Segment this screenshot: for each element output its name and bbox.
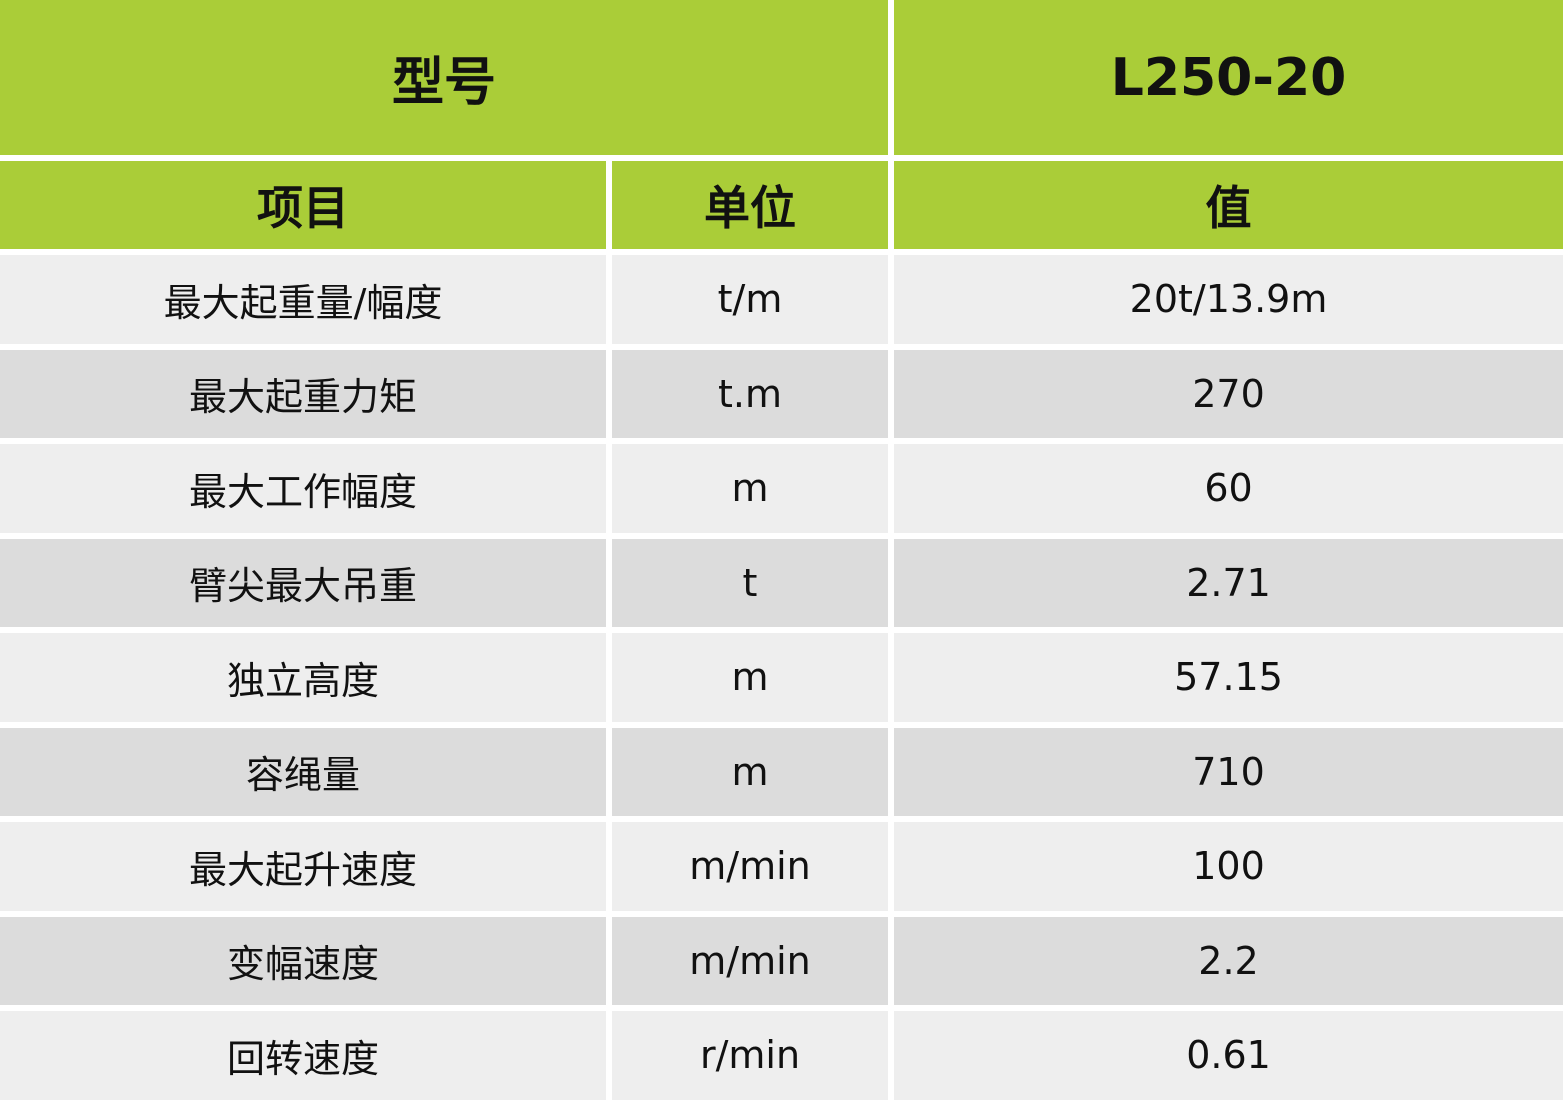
table-cell-unit: m/min — [612, 916, 888, 1005]
table-cell-item: 最大起重量/幅度 — [0, 255, 606, 344]
table-cell-unit: t.m — [612, 349, 888, 438]
table-cell-item: 最大起升速度 — [0, 822, 606, 911]
table-cell-unit: m — [612, 727, 888, 816]
column-header-value: 值 — [894, 161, 1563, 249]
table-cell-unit: m — [612, 633, 888, 722]
table-cell-item: 最大工作幅度 — [0, 444, 606, 533]
table-cell-item: 容绳量 — [0, 727, 606, 816]
table-cell-item: 独立高度 — [0, 633, 606, 722]
table-cell-item: 最大起重力矩 — [0, 349, 606, 438]
table-cell-value: 20t/13.9m — [894, 255, 1563, 344]
table-cell-unit: t/m — [612, 255, 888, 344]
table-cell-item: 回转速度 — [0, 1011, 606, 1100]
table-cell-unit: r/min — [612, 1011, 888, 1100]
table-cell-item: 臂尖最大吊重 — [0, 538, 606, 627]
table-cell-value: 0.61 — [894, 1011, 1563, 1100]
table-cell-unit: m/min — [612, 822, 888, 911]
column-header-item: 项目 — [0, 161, 606, 249]
table-cell-value: 2.2 — [894, 916, 1563, 1005]
table-cell-value: 270 — [894, 349, 1563, 438]
column-header-unit: 单位 — [612, 161, 888, 249]
model-value: L250-20 — [894, 0, 1563, 155]
table-cell-item: 变幅速度 — [0, 916, 606, 1005]
table-cell-unit: t — [612, 538, 888, 627]
table-cell-value: 710 — [894, 727, 1563, 816]
table-cell-value: 100 — [894, 822, 1563, 911]
model-label: 型号 — [0, 0, 888, 155]
table-cell-value: 2.71 — [894, 538, 1563, 627]
table-cell-value: 57.15 — [894, 633, 1563, 722]
table-cell-value: 60 — [894, 444, 1563, 533]
table-cell-unit: m — [612, 444, 888, 533]
